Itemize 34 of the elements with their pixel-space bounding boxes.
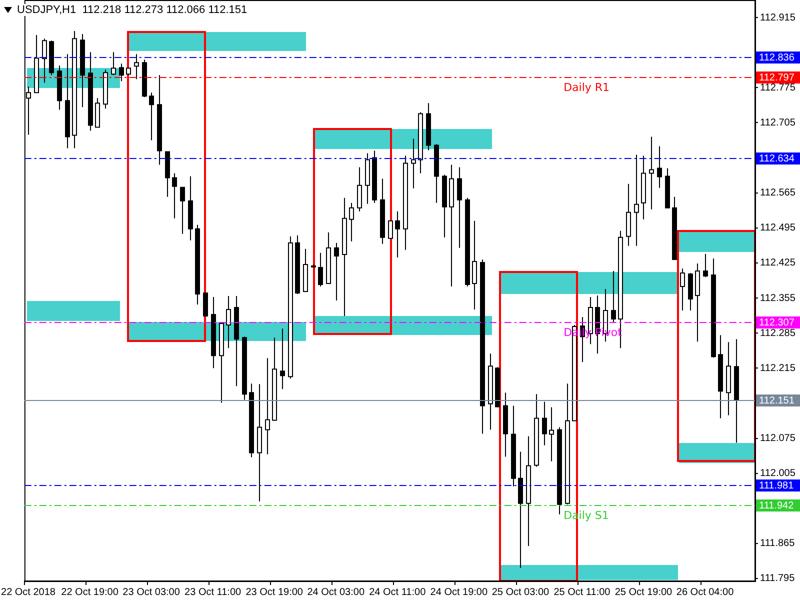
- y-tick-label: 112.915: [760, 12, 796, 24]
- y-tick-label: 112.495: [760, 222, 796, 234]
- x-tick-label: 25 Oct 03:00: [492, 586, 550, 598]
- text: 112.307: [759, 317, 795, 328]
- ref-line-label: Daily R1: [564, 80, 610, 94]
- y-tick-label: 112.775: [760, 82, 796, 94]
- text: 112.151: [759, 395, 795, 406]
- y-tick-label: 111.795: [760, 573, 796, 584]
- x-tick-label: 25 Oct 19:00: [614, 586, 673, 598]
- y-tick-label: 112.215: [760, 362, 796, 374]
- x-tick-label: 24 Oct 19:00: [430, 586, 488, 598]
- text: 112.836: [759, 52, 795, 64]
- x-tick-label: 23 Oct 03:00: [122, 586, 180, 598]
- x-tick-label: 22 Oct 19:00: [61, 586, 119, 598]
- y-tick-label: 112.565: [760, 188, 796, 199]
- chart-title: USDJPY,H1 112.218 112.273 112.066 112.151: [17, 4, 248, 16]
- text: 111.942: [759, 500, 794, 512]
- y-tick-label: 111.865: [760, 538, 796, 550]
- x-tick-label: 24 Oct 03:00: [307, 586, 365, 598]
- text: 112.634: [759, 153, 795, 164]
- x-tick-label: 26 Oct 04:00: [676, 586, 734, 598]
- y-tick-label: 112.355: [760, 292, 796, 304]
- y-tick-label: 112.075: [760, 433, 796, 444]
- x-tick-label: 23 Oct 19:00: [246, 586, 304, 598]
- x-tick-label: 22 Oct 2018: [1, 586, 56, 598]
- x-tick-label: 25 Oct 11:00: [554, 586, 611, 598]
- y-tick-label: 112.705: [760, 117, 796, 128]
- y-tick-label: 112.005: [760, 468, 796, 480]
- text: 111.981: [759, 480, 794, 492]
- y-tick-label: 112.285: [760, 328, 796, 339]
- x-tick-label: 24 Oct 11:00: [369, 586, 426, 598]
- y-tick-label: 112.425: [760, 258, 796, 269]
- text: 112.797: [759, 72, 795, 84]
- x-tick-label: 23 Oct 11:00: [184, 586, 242, 598]
